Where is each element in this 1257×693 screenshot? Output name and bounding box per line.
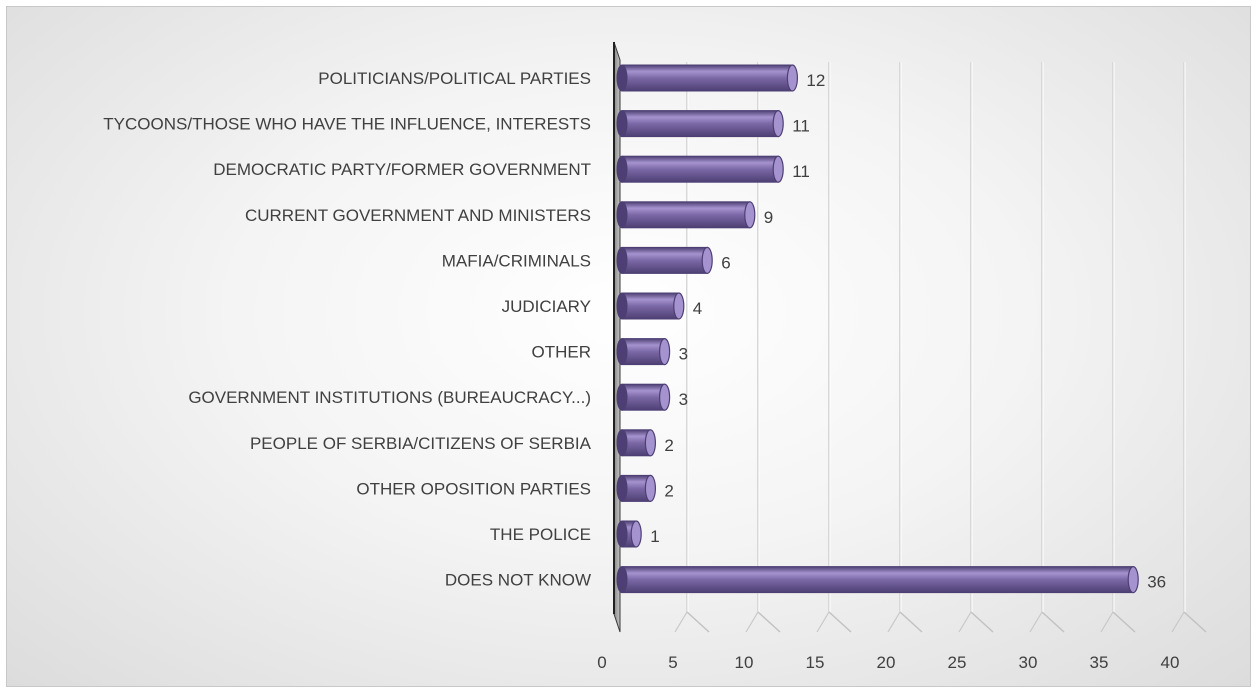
- value-label: 12: [806, 71, 825, 90]
- bar: [621, 292, 680, 320]
- value-label: 9: [764, 208, 773, 227]
- bar-base-cap: [616, 474, 628, 502]
- gridline-floor: [1112, 611, 1136, 633]
- category-label: GOVERNMENT INSTITUTIONS (BUREAUCRACY...): [188, 388, 591, 407]
- gridline-floor-left: [745, 611, 759, 633]
- gridline-floor-left: [816, 611, 830, 633]
- value-label: 36: [1147, 573, 1166, 592]
- bar-end-cap: [644, 429, 657, 457]
- x-tick-label: 20: [877, 653, 896, 672]
- bar-end-cap: [772, 109, 784, 138]
- value-label: 4: [693, 299, 702, 318]
- bar-end-cap: [673, 292, 685, 320]
- bar: [621, 64, 793, 92]
- bar-base-cap: [616, 338, 628, 366]
- category-label: DOES NOT KNOW: [445, 571, 591, 590]
- gridline-floor: [828, 611, 852, 633]
- gridline-floor: [1041, 611, 1065, 633]
- bar-end-cap: [658, 383, 671, 411]
- bar-end-cap: [701, 246, 713, 274]
- value-label: 6: [721, 253, 730, 272]
- category-label: CURRENT GOVERNMENT AND MINISTERS: [245, 206, 591, 225]
- category-label: OTHER: [532, 343, 592, 362]
- category-label: JUDICIARY: [502, 297, 591, 316]
- x-tick-label: 30: [1019, 653, 1038, 672]
- bar-base-cap: [616, 201, 628, 229]
- gridline-floor-left: [1171, 611, 1185, 633]
- bar-base-cap: [616, 292, 628, 320]
- gridline-floor: [970, 611, 994, 633]
- x-tick-label: 0: [597, 653, 606, 672]
- gridline-floor-left: [887, 611, 901, 633]
- value-label: 2: [664, 481, 673, 500]
- bar: [621, 383, 666, 411]
- bar-base-cap: [616, 566, 628, 594]
- x-tick-label: 15: [806, 653, 825, 672]
- x-tick-label: 35: [1090, 653, 1109, 672]
- gridline-floor: [899, 611, 923, 633]
- bar-base-cap: [616, 383, 628, 411]
- gridline-floor-left: [674, 611, 688, 633]
- x-tick-label: 5: [668, 653, 677, 672]
- bar: [621, 110, 779, 138]
- bar-end-cap: [772, 155, 784, 183]
- bar-base-cap: [616, 155, 628, 183]
- category-label: POLITICIANS/POLITICAL PARTIES: [318, 69, 591, 88]
- value-label: 11: [792, 162, 810, 181]
- bar-base-cap: [616, 429, 628, 457]
- x-tick-label: 40: [1161, 653, 1180, 672]
- value-label: 3: [679, 390, 688, 409]
- gridline-floor: [757, 611, 781, 633]
- value-label: 3: [679, 345, 688, 364]
- bar: [621, 566, 1134, 594]
- gridline-floor-left: [1029, 611, 1043, 633]
- gridline-floor-left: [1100, 611, 1114, 633]
- gridline-floor: [1183, 611, 1207, 633]
- value-label: 11: [792, 117, 810, 136]
- value-label: 1: [650, 527, 659, 546]
- category-label: PEOPLE OF SERBIA/CITIZENS OF SERBIA: [250, 434, 592, 453]
- bar-end-cap: [744, 201, 756, 229]
- category-label: DEMOCRATIC PARTY/FORMER GOVERNMENT: [213, 160, 591, 179]
- bar: [621, 201, 751, 229]
- category-label: OTHER OPOSITION PARTIES: [356, 479, 591, 498]
- gridline-floor-left: [958, 611, 972, 633]
- bar: [621, 155, 779, 183]
- gridline-floor: [686, 611, 710, 633]
- value-label: 2: [664, 436, 673, 455]
- bar: [621, 338, 666, 366]
- category-label: THE POLICE: [490, 525, 591, 544]
- bar-end-cap: [630, 520, 642, 548]
- x-tick-label: 25: [948, 653, 967, 672]
- bar-end-cap: [658, 338, 671, 366]
- bar-end-cap: [786, 64, 799, 92]
- bar-base-cap: [616, 64, 628, 92]
- bar-end-cap: [1127, 565, 1139, 594]
- bar-base-cap: [616, 110, 628, 138]
- bar: [621, 246, 708, 274]
- bar-base-cap: [616, 520, 628, 548]
- category-label: TYCOONS/THOSE WHO HAVE THE INFLUENCE, IN…: [103, 115, 591, 134]
- bar-base-cap: [616, 246, 628, 274]
- category-label: MAFIA/CRIMINALS: [442, 251, 591, 270]
- bar-end-cap: [644, 474, 657, 502]
- x-tick-label: 10: [735, 653, 754, 672]
